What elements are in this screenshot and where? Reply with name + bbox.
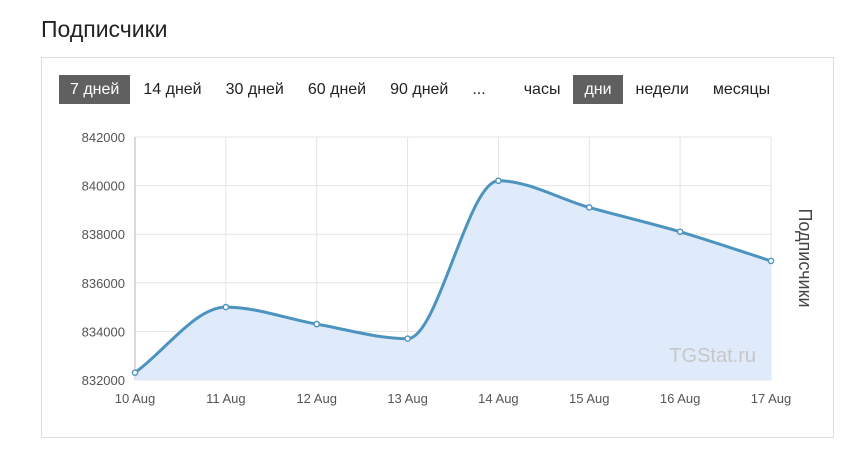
x-tick-label: 11 Aug	[206, 391, 246, 406]
x-tick-label: 17 Aug	[751, 391, 792, 406]
y-axis-label: Подписчики	[795, 208, 815, 307]
data-point[interactable]	[585, 204, 593, 211]
range-90-days-button[interactable]: 90 дней	[390, 81, 449, 98]
page-title: Подписчики	[41, 16, 168, 42]
y-tick-label: 838000	[82, 227, 125, 242]
y-tick-label: 836000	[82, 276, 125, 291]
data-point[interactable]	[313, 320, 321, 328]
granularity-days-button[interactable]: дни	[573, 75, 623, 104]
x-tick-label: 16 Aug	[660, 391, 701, 406]
data-point[interactable]	[495, 177, 502, 185]
data-points	[131, 177, 775, 377]
range-14-days-button[interactable]: 14 дней	[143, 81, 202, 98]
granularity-weeks-button[interactable]: недели	[635, 81, 689, 98]
subscribers-line	[134, 179, 772, 374]
y-tick-label: 840000	[82, 179, 125, 194]
range-more-button[interactable]: ...	[472, 81, 486, 98]
range-30-days-button[interactable]: 30 дней	[225, 81, 284, 98]
data-point[interactable]	[222, 303, 230, 311]
watermark: TGStat.ru	[669, 345, 756, 367]
data-point[interactable]	[767, 257, 775, 265]
y-tick-label: 834000	[82, 324, 125, 339]
x-tick-label: 10 Aug	[115, 391, 156, 406]
x-tick-label: 14 Aug	[478, 391, 519, 406]
x-tick-label: 12 Aug	[296, 391, 337, 406]
granularity-hours-button[interactable]: часы	[523, 81, 561, 98]
x-axis-ticks: 10 Aug 11 Aug 12 Aug 13 Aug 14 Aug 15 Aug 16 A…	[115, 391, 792, 406]
x-tick-label: 15 Aug	[569, 391, 610, 406]
data-point[interactable]	[131, 369, 139, 377]
y-tick-label: 832000	[82, 373, 125, 388]
granularity-months-button[interactable]: месяцы	[712, 81, 771, 98]
subscribers-area	[135, 180, 771, 380]
range-60-days-button[interactable]: 60 дней	[307, 81, 367, 98]
data-point[interactable]	[676, 228, 684, 236]
y-axis-ticks: 842000 840000 838000 836000 834000 832000	[82, 130, 125, 388]
filter-bar: 7 дней 14 дней 30 дней 60 дней 90 дней .…	[59, 75, 783, 104]
y-tick-label: 842000	[82, 130, 125, 145]
x-tick-label: 13 Aug	[387, 391, 428, 406]
range-7-days-button[interactable]: 7 дней	[59, 75, 131, 104]
data-point[interactable]	[404, 335, 411, 342]
